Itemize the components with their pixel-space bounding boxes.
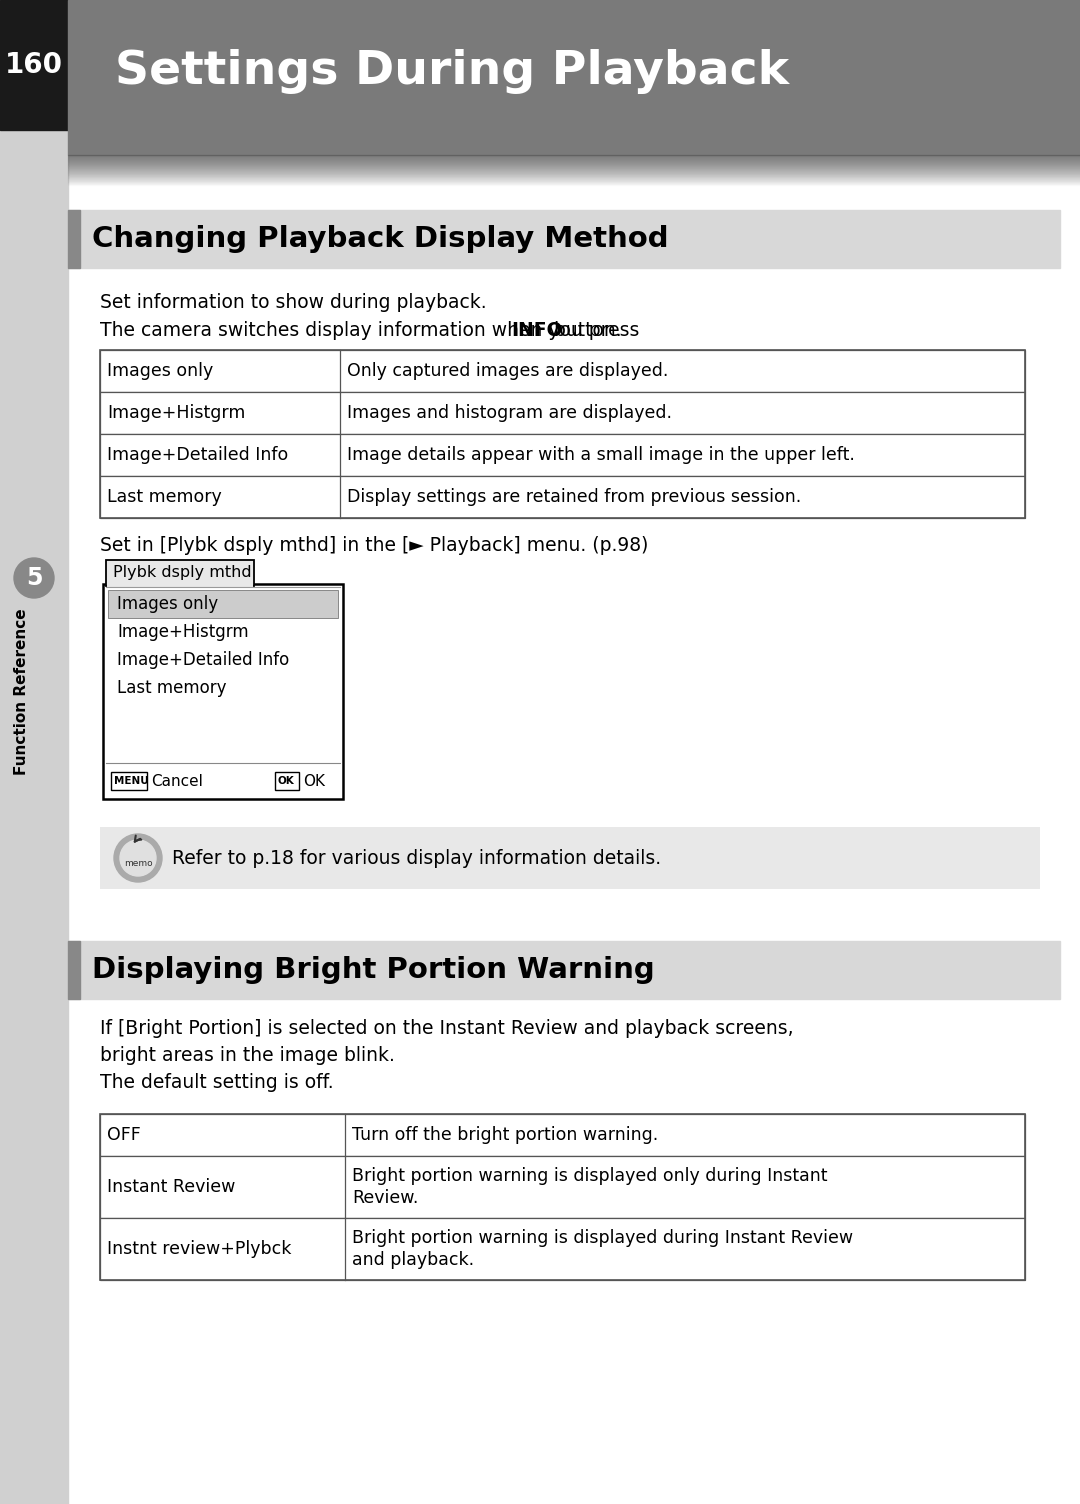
Text: Images only: Images only [117,596,218,614]
Text: Displaying Bright Portion Warning: Displaying Bright Portion Warning [92,957,654,984]
Text: Set in [Plybk dsply mthd] in the [► Playback] menu. (p.98): Set in [Plybk dsply mthd] in the [► Play… [100,535,648,555]
Text: INFO: INFO [512,320,563,340]
Text: and playback.: and playback. [352,1251,474,1269]
Bar [111,772,147,790]
Text: Image+Detailed Info: Image+Detailed Info [117,651,289,669]
Text: Last memory: Last memory [107,487,221,505]
Bar [103,584,343,799]
Bar [106,559,254,587]
Text: OK: OK [303,773,325,788]
Text: 160: 160 [5,51,63,80]
Circle shape [120,841,156,875]
Bar [100,1114,1025,1157]
Text: Image details appear with a small image in the upper left.: Image details appear with a small image … [347,447,855,465]
Bar [100,435,1025,475]
Bar [100,1114,1025,1280]
Bar [0,0,68,129]
Text: button.: button. [549,320,622,340]
Bar [100,350,1025,517]
Text: Review.: Review. [352,1190,418,1208]
Bar [68,942,1059,999]
Bar [100,350,1025,393]
Bar [107,582,253,587]
Text: Set information to show during playback.: Set information to show during playback. [100,293,487,311]
Text: Bright portion warning is displayed during Instant Review: Bright portion warning is displayed duri… [352,1229,853,1247]
Text: Function Reference: Function Reference [14,608,29,775]
Text: memo: memo [124,859,152,868]
Bar [100,1157,1025,1218]
Bar [68,0,1080,155]
Text: OFF: OFF [107,1126,140,1145]
Bar [100,475,1025,517]
Bar [100,393,1025,435]
Text: Instnt review+Plybck: Instnt review+Plybck [107,1239,292,1257]
Text: Images and histogram are displayed.: Images and histogram are displayed. [347,405,672,423]
Bar [68,942,80,999]
Text: Image+Detailed Info: Image+Detailed Info [107,447,288,465]
Text: Display settings are retained from previous session.: Display settings are retained from previ… [347,487,801,505]
Text: Plybk dsply mthd: Plybk dsply mthd [113,566,252,581]
Text: Image+Histgrm: Image+Histgrm [117,623,248,641]
Text: Refer to p.18 for various display information details.: Refer to p.18 for various display inform… [172,848,661,868]
Text: Instant Review: Instant Review [107,1178,235,1196]
Text: OK: OK [278,776,295,787]
Circle shape [14,558,54,599]
Text: bright areas in the image blink.: bright areas in the image blink. [100,1045,395,1065]
Bar [100,827,1040,889]
Text: Settings During Playback: Settings During Playback [114,50,789,95]
Bar [68,211,1059,268]
Text: Changing Playback Display Method: Changing Playback Display Method [92,226,669,253]
Circle shape [114,835,162,881]
Text: Image+Histgrm: Image+Histgrm [107,405,245,423]
Text: Turn off the bright portion warning.: Turn off the bright portion warning. [352,1126,658,1145]
Text: 5: 5 [26,566,42,590]
Text: MENU: MENU [114,776,149,787]
Bar [100,1218,1025,1280]
Text: The default setting is off.: The default setting is off. [100,1072,334,1092]
Bar [0,0,68,1504]
Text: Images only: Images only [107,362,213,381]
Bar [68,211,80,268]
Text: If [Bright Portion] is selected on the Instant Review and playback screens,: If [Bright Portion] is selected on the I… [100,1020,794,1038]
Text: The camera switches display information when you press: The camera switches display information … [100,320,646,340]
Text: Cancel: Cancel [151,773,203,788]
Bar [275,772,299,790]
Text: Bright portion warning is displayed only during Instant: Bright portion warning is displayed only… [352,1167,827,1185]
Text: Only captured images are displayed.: Only captured images are displayed. [347,362,669,381]
Bar [108,590,338,618]
Text: Last memory: Last memory [117,678,227,696]
